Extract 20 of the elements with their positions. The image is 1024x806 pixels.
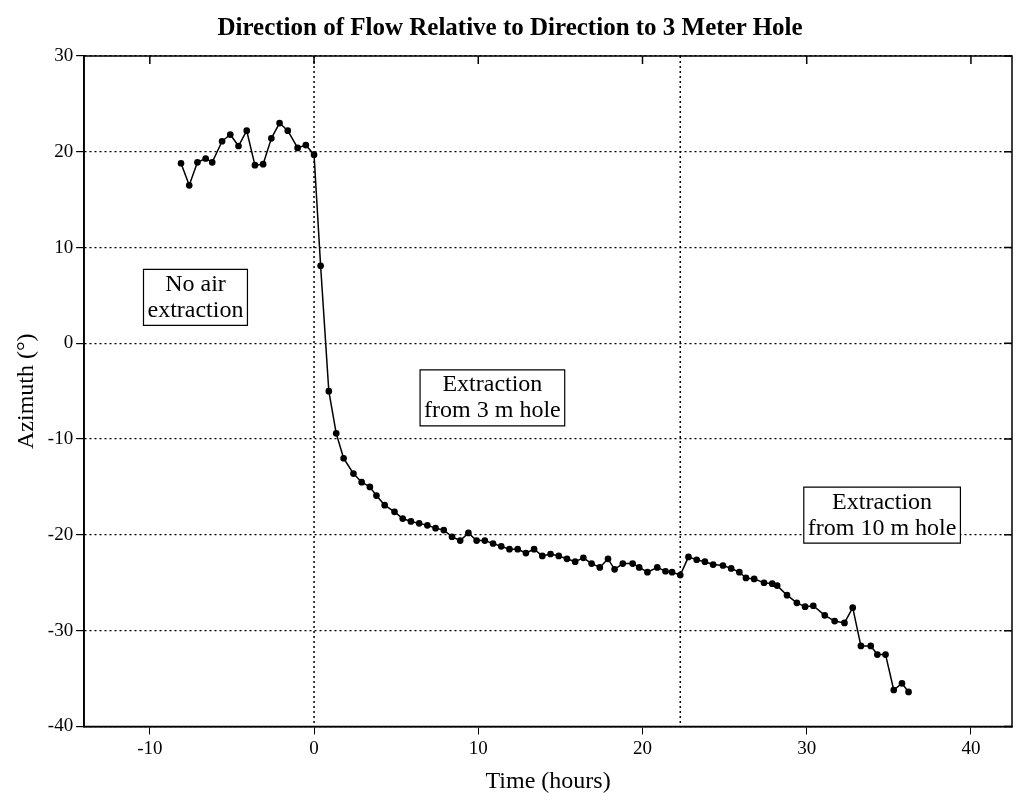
chart-title: Direction of Flow Relative to Direction to 3 Meter Hole [217,13,803,41]
y-tick-label: 10 [54,235,74,257]
annotation: Extraction from 3 m hole [424,370,561,423]
y-tick-label: 0 [63,331,74,353]
annotation: Extraction from 10 m hole [807,487,957,540]
x-axis-title: Time (hours) [485,766,611,793]
x-tick-label: 0 [309,736,319,758]
x-tick-label: -10 [137,736,163,758]
x-tick-label: 40 [961,736,981,758]
x-tick-label: 30 [797,736,817,758]
y-axis-title: Azimuth (°) [11,333,38,449]
y-tick-label: -30 [47,618,74,640]
y-tick-label: -40 [47,714,74,736]
annotation: No air extraction [147,269,244,322]
x-tick-label: 10 [468,736,488,758]
y-tick-label: 30 [54,43,74,65]
y-tick-label: -20 [47,522,74,544]
x-tick-label: 20 [632,736,652,758]
y-tick-label: 20 [54,139,74,161]
y-tick-label: -10 [47,427,74,449]
